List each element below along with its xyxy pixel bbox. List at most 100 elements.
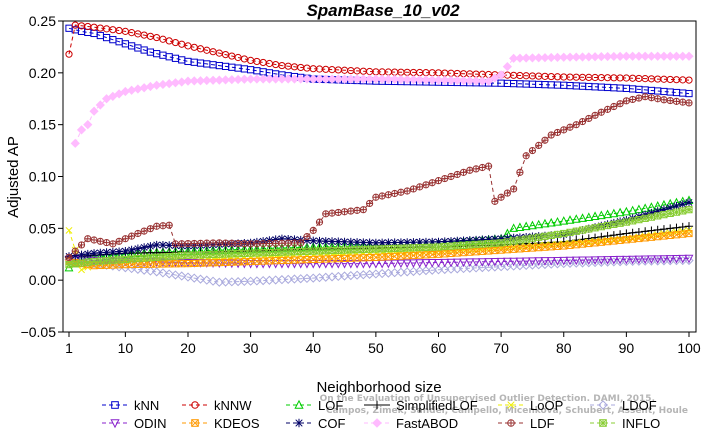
data-point-fastabod xyxy=(602,51,613,62)
data-point-ldof xyxy=(615,257,625,267)
data-point-ldf xyxy=(585,114,593,123)
x-tick-label: 20 xyxy=(180,340,196,356)
data-point-kdeos xyxy=(409,251,418,260)
data-point-odin xyxy=(396,259,406,269)
data-point-inflo xyxy=(90,257,98,266)
data-point-inflo xyxy=(372,245,380,253)
data-point-inflo xyxy=(353,246,361,254)
data-point-odin xyxy=(684,254,694,264)
data-point-ldof xyxy=(139,265,149,275)
data-point-inflo xyxy=(510,237,518,245)
data-point-cof xyxy=(421,237,431,247)
data-point-fastabod xyxy=(358,74,368,84)
legend-marker-simplifiedlof xyxy=(372,400,382,410)
data-point-ldf xyxy=(366,199,374,208)
data-point-ldof xyxy=(653,256,663,266)
data-point-ldf xyxy=(284,239,292,247)
data-point-fastabod xyxy=(220,75,231,85)
data-point-ldof xyxy=(471,263,481,273)
data-point-ldf xyxy=(265,239,274,248)
data-point-inflo xyxy=(190,251,198,259)
data-point-odin xyxy=(640,255,650,265)
data-point-fastabod xyxy=(646,51,657,61)
data-point-ldf xyxy=(459,168,468,176)
data-point-fastabod xyxy=(527,53,538,63)
data-point-inflo xyxy=(253,249,261,257)
data-point-ldof xyxy=(158,268,168,278)
data-point-inflo xyxy=(403,244,411,252)
data-point-fastabod xyxy=(95,100,105,110)
data-point-cof xyxy=(77,250,86,259)
x-tick-label: 90 xyxy=(619,340,635,356)
data-point-odin xyxy=(177,258,187,268)
data-point-fastabod xyxy=(377,74,387,84)
legend-label-loop: LoOP xyxy=(530,398,563,413)
data-point-inflo xyxy=(109,256,117,264)
data-point-odin xyxy=(427,259,437,268)
data-point-ldof xyxy=(183,272,193,282)
data-point-ldf xyxy=(654,95,662,103)
data-point-fastabod xyxy=(264,74,275,84)
data-point-inflo xyxy=(560,229,568,238)
series-line-odin xyxy=(68,257,690,265)
data-point-ldf xyxy=(328,209,336,217)
data-point-inflo xyxy=(654,212,662,220)
data-point-odin xyxy=(540,257,550,266)
data-point-inflo xyxy=(491,239,499,247)
data-point-ldf xyxy=(478,163,486,172)
data-point-cof xyxy=(133,244,142,253)
data-point-odin xyxy=(659,255,669,264)
data-point-simplifiedlof xyxy=(590,233,600,242)
data-point-inflo xyxy=(84,258,92,266)
data-point-ldf xyxy=(190,239,198,248)
data-point-fastabod xyxy=(227,75,237,85)
data-point-cof xyxy=(384,238,393,247)
data-point-fastabod xyxy=(671,51,682,61)
data-point-ldf xyxy=(234,239,242,248)
data-point-cof xyxy=(71,251,80,260)
data-point-fastabod xyxy=(189,76,199,86)
data-point-ldof xyxy=(509,261,519,271)
data-point-inflo xyxy=(290,248,299,256)
data-point-cof xyxy=(641,210,650,219)
data-point-ldof xyxy=(490,262,500,272)
data-point-ldof xyxy=(170,270,181,280)
data-point-ldof xyxy=(202,275,212,285)
data-point-ldof xyxy=(515,261,525,271)
data-point-ldf xyxy=(679,98,687,106)
data-point-ldf xyxy=(516,168,524,176)
data-point-lof xyxy=(615,207,625,217)
data-point-fastabod xyxy=(465,76,475,86)
y-tick-label: 0.25 xyxy=(29,13,56,29)
y-tick-label: 0.15 xyxy=(29,117,56,133)
data-point-ldf xyxy=(290,239,299,247)
data-point-knn xyxy=(159,51,167,59)
data-point-inflo xyxy=(184,251,192,259)
data-point-inflo xyxy=(547,231,555,239)
data-point-inflo xyxy=(610,220,618,228)
data-point-ldf xyxy=(272,239,280,247)
watermark-line-1: Campos, Zimek, Sander, Campello, Micenko… xyxy=(326,406,688,416)
plot-frame xyxy=(62,20,697,333)
data-point-lof xyxy=(596,210,606,220)
data-point-fastabod xyxy=(127,85,137,95)
data-point-loop xyxy=(65,226,73,234)
data-point-ldof xyxy=(565,258,575,268)
data-point-cof xyxy=(378,238,387,247)
data-point-ldof xyxy=(665,256,675,266)
data-point-cof xyxy=(478,235,487,244)
data-point-inflo xyxy=(153,253,161,261)
data-point-cof xyxy=(403,238,412,247)
data-point-ldf xyxy=(140,227,148,235)
data-point-fastabod xyxy=(653,51,663,61)
data-point-cof xyxy=(334,237,343,246)
data-point-fastabod xyxy=(339,74,350,84)
data-point-ldf xyxy=(184,239,192,248)
data-point-odin xyxy=(302,259,312,269)
data-point-odin xyxy=(315,259,324,269)
data-point-ldf xyxy=(77,241,86,249)
data-point-ldf xyxy=(428,179,436,187)
data-point-ldf xyxy=(121,235,129,243)
data-point-simplifiedlof xyxy=(672,223,681,232)
legend-item-cof: COF xyxy=(286,416,346,431)
